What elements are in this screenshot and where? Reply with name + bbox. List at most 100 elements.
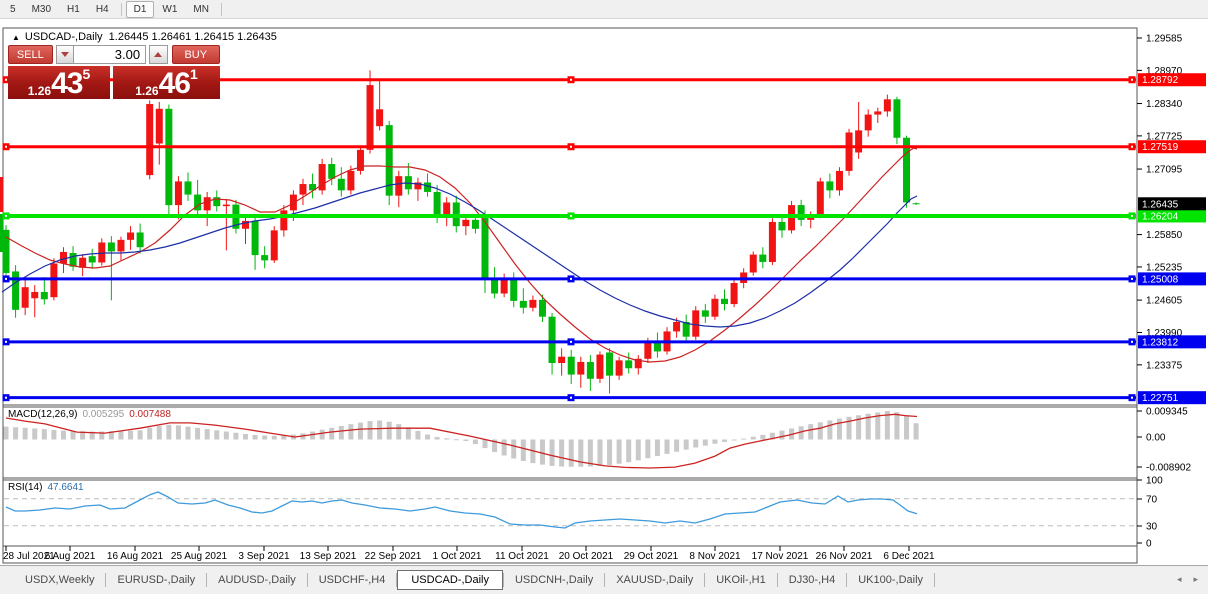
candle <box>845 132 853 171</box>
svg-text:1.25850: 1.25850 <box>1146 230 1183 241</box>
buy-price-button[interactable]: 1.26 46 1 <box>113 66 220 99</box>
svg-text:1.28970: 1.28970 <box>1146 66 1183 77</box>
svg-text:0.00: 0.00 <box>1146 433 1166 444</box>
candle <box>874 111 882 115</box>
svg-text:6 Dec 2021: 6 Dec 2021 <box>883 551 935 562</box>
svg-text:0.009345: 0.009345 <box>1146 407 1188 418</box>
svg-text:1.28792: 1.28792 <box>1142 75 1179 86</box>
candle <box>376 109 384 127</box>
rsi-legend: RSI(14) 47.6641 <box>8 482 84 493</box>
volume-increase-button[interactable] <box>149 45 168 64</box>
tab-separator <box>846 573 848 587</box>
svg-text:1.25008: 1.25008 <box>1142 274 1179 285</box>
svg-text:26 Nov 2021: 26 Nov 2021 <box>816 551 873 562</box>
candle <box>768 221 776 262</box>
chart-tab-ukoil[interactable]: UKOil-,H1 <box>716 574 766 586</box>
candle <box>721 298 728 305</box>
candle <box>107 242 115 252</box>
candle <box>816 181 824 216</box>
collapse-panel-icon[interactable]: ▲ <box>12 33 20 42</box>
trade-controls-row: SELL BUY <box>8 45 220 64</box>
chart-tab-usdcnh[interactable]: USDCNH-,Daily <box>514 574 594 586</box>
tabs-scroll-right-icon[interactable]: ▸ <box>1193 574 1198 584</box>
tab-separator <box>604 573 606 587</box>
chart-tab-eurusd[interactable]: EURUSD-,Daily <box>117 574 196 586</box>
candle <box>31 291 39 299</box>
svg-text:25 Aug 2021: 25 Aug 2021 <box>171 551 228 562</box>
svg-text:16 Aug 2021: 16 Aug 2021 <box>107 551 164 562</box>
candle <box>270 230 278 261</box>
candle <box>385 125 393 196</box>
candle <box>510 277 518 301</box>
candle <box>692 310 700 337</box>
candle <box>548 316 556 363</box>
svg-text:17 Nov 2021: 17 Nov 2021 <box>752 551 809 562</box>
svg-text:29 Oct 2021: 29 Oct 2021 <box>624 551 679 562</box>
chart-tab-usdcad[interactable]: USDCAD-,Daily <box>397 570 503 590</box>
candle <box>184 181 192 195</box>
candle <box>596 354 604 379</box>
timeframe-button-m30[interactable]: M30 <box>24 1 59 18</box>
chart-tab-xauusd[interactable]: XAUUSD-,Daily <box>616 574 694 586</box>
sell-button[interactable]: SELL <box>8 45 53 64</box>
candle <box>117 239 125 252</box>
triangle-up-icon <box>154 52 163 57</box>
candle <box>366 85 374 150</box>
volume-input[interactable] <box>74 45 147 64</box>
candle <box>855 130 863 153</box>
candle <box>318 164 326 191</box>
candle <box>2 229 10 273</box>
triangle-down-icon <box>60 52 69 57</box>
candle <box>682 321 690 337</box>
candle <box>222 204 230 207</box>
candle <box>519 300 527 308</box>
svg-text:70: 70 <box>1146 495 1158 506</box>
timeframe-button-h1[interactable]: H1 <box>59 1 88 18</box>
clipped-candle <box>0 214 3 252</box>
tab-separator <box>934 573 936 587</box>
candle <box>69 253 77 267</box>
svg-text:0: 0 <box>1146 539 1152 550</box>
svg-text:3 Sep 2021: 3 Sep 2021 <box>238 551 290 562</box>
timeframe-button-d1[interactable]: D1 <box>125 0 155 18</box>
buy-button[interactable]: BUY <box>171 45 220 64</box>
macd-name: MACD(12,26,9) <box>8 409 78 420</box>
volume-decrease-button[interactable] <box>55 45 75 64</box>
candle <box>797 205 805 220</box>
tab-separator <box>206 573 208 587</box>
timeframe-toolbar: 5 M30 H1 H4 D1 W1 MN <box>0 0 1208 19</box>
candle <box>127 232 135 240</box>
candle <box>98 242 106 263</box>
timeframe-button-h4[interactable]: H4 <box>88 1 117 18</box>
timeframe-button-w1[interactable]: W1 <box>154 1 185 18</box>
chart-tab-audusd[interactable]: AUDUSD-,Daily <box>218 574 296 586</box>
chart-tab-dj30[interactable]: DJ30-,H4 <box>788 574 836 586</box>
timeframe-button-mn[interactable]: MN <box>185 1 217 18</box>
candle <box>59 251 67 264</box>
rsi-panel: 100 70 30 0 <box>4 476 1163 550</box>
chart-tab-usdx[interactable]: USDX,Weekly <box>25 574 95 586</box>
chart-tab-uk100[interactable]: UK100-,Daily <box>858 574 924 586</box>
timeframe-button-5[interactable]: 5 <box>2 1 24 18</box>
chart-tab-bar: USDX,Weekly EURUSD-,Daily AUDUSD-,Daily USD… <box>0 565 1208 594</box>
tabs-scroll-left-icon[interactable]: ◂ <box>1176 574 1182 584</box>
chart-tab-usdchf[interactable]: USDCHF-,H4 <box>318 574 386 586</box>
candle <box>538 299 546 317</box>
candle <box>136 232 144 248</box>
buy-price-sup: 1 <box>189 66 198 82</box>
chart-ohlc-values: 1.26445 1.26461 1.26415 1.26435 <box>108 31 277 43</box>
macd-signal-value: 0.007488 <box>129 409 171 420</box>
sell-price-button[interactable]: 1.26 43 5 <box>8 66 110 99</box>
candle <box>12 271 20 310</box>
rsi-line <box>5 491 918 529</box>
candle <box>730 283 738 305</box>
one-click-trading-panel: SELL BUY 1.26 43 5 1.26 46 1 <box>8 45 220 99</box>
candle <box>79 257 87 268</box>
candle <box>835 170 843 191</box>
svg-text:8 Nov 2021: 8 Nov 2021 <box>689 551 741 562</box>
macd-panel: 0.009345 0.00 -0.008902 <box>3 407 1191 474</box>
candle <box>567 356 575 375</box>
